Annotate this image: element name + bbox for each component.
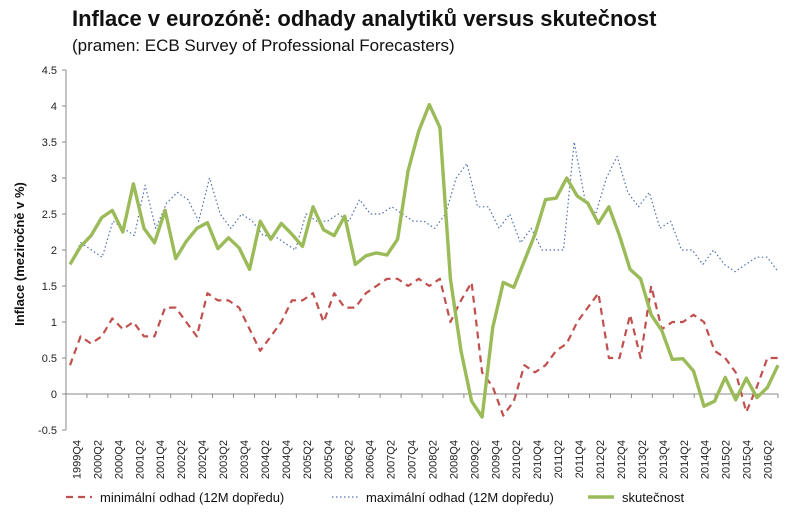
y-axis-label: Inflace (meziročně v %) — [12, 182, 27, 326]
x-tick-label: 2011Q2 — [553, 440, 565, 478]
y-tick-label: 2.5 — [42, 209, 57, 221]
y-tick-label: 3 — [51, 173, 57, 185]
x-tick-label: 2000Q2 — [92, 440, 104, 479]
chart-title: Inflace v eurozóně: odhady analytiků ver… — [72, 6, 657, 31]
x-tick-label: 2006Q4 — [365, 440, 377, 479]
legend-label: skutečnost — [622, 490, 685, 505]
legend: minimální odhad (12M dopředu) maximální o… — [66, 490, 685, 505]
series-line-actual — [68, 102, 780, 419]
x-tick-label: 2010Q4 — [532, 440, 544, 479]
x-tick-label: 2005Q4 — [323, 440, 335, 479]
y-tick-label: 4 — [51, 101, 57, 113]
x-tick-label: 2012Q2 — [595, 440, 607, 479]
x-tick-label: 2007Q2 — [386, 440, 398, 479]
x-tick-label: 2016Q2 — [763, 440, 775, 479]
x-tick-label: 2004Q4 — [281, 440, 293, 479]
x-tick-label: 2002Q2 — [176, 440, 188, 479]
x-tick-label: 2014Q4 — [700, 440, 712, 479]
series-lines — [68, 102, 780, 419]
y-tick-label: 3.5 — [42, 137, 57, 149]
x-tick-label: 2008Q4 — [448, 440, 460, 479]
x-tick-label: 2006Q2 — [344, 440, 356, 479]
y-tick-label: 2 — [51, 245, 57, 257]
series-line-max-estimate — [69, 141, 779, 273]
x-tick-label: 2002Q4 — [197, 440, 209, 479]
x-axis: 1999Q4 2000Q2 2000Q4 2001Q2 2001Q4 2002Q2 2002… — [65, 393, 779, 479]
x-tick-label: 2001Q4 — [155, 440, 167, 479]
x-tick-label: 2009Q2 — [469, 440, 481, 479]
legend-label: minimální odhad (12M dopředu) — [100, 490, 284, 505]
x-tick-label: 2009Q4 — [490, 440, 502, 479]
series-line-min-estimate — [68, 277, 778, 417]
x-tick-label: 2003Q4 — [239, 440, 251, 479]
x-tick-label: 1999Q4 — [71, 440, 83, 479]
x-tick-label: 2010Q2 — [511, 440, 523, 479]
x-tick-label: 2011Q4 — [574, 440, 586, 478]
y-tick-label: 1.5 — [42, 281, 57, 293]
x-tick-label: 2004Q2 — [260, 440, 272, 479]
x-tick-label: 2000Q4 — [113, 440, 125, 479]
x-tick-label: 2012Q4 — [616, 440, 628, 479]
x-tick-label: 2007Q4 — [407, 440, 419, 479]
x-tick-label: 2001Q2 — [134, 440, 146, 479]
x-tick-label: 2015Q4 — [742, 440, 754, 479]
y-tick-label: 1 — [51, 317, 57, 329]
x-tick-label: 2013Q2 — [637, 440, 649, 479]
y-axis: -0.5 0 0.5 1 1.5 2 2.5 3 3.5 4 4.5 — [38, 65, 67, 437]
y-tick-label: -0.5 — [38, 425, 57, 437]
chart-subtitle: (pramen: ECB Survey of Professional Fore… — [72, 36, 455, 55]
x-tick-label: 2003Q2 — [218, 440, 230, 479]
legend-label: maximální odhad (12M dopředu) — [366, 490, 554, 505]
y-tick-label: 4.5 — [42, 65, 57, 77]
x-tick-label: 2008Q2 — [427, 440, 439, 479]
x-tick-label: 2015Q2 — [721, 440, 733, 479]
y-tick-label: 0 — [51, 389, 57, 401]
y-tick-label: 0.5 — [42, 353, 57, 365]
x-tick-label: 2013Q4 — [658, 440, 670, 479]
x-tick-label: 2014Q2 — [679, 440, 691, 479]
x-tick-label: 2005Q2 — [302, 440, 314, 479]
